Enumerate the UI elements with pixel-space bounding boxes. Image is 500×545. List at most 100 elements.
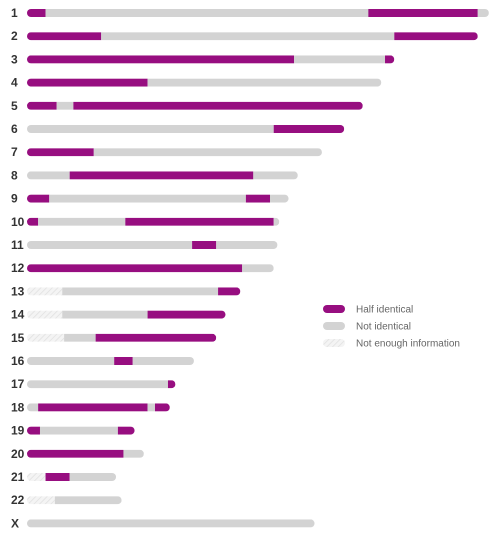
segment-not-identical <box>64 333 96 342</box>
segment-half-identical <box>125 217 274 226</box>
legend-swatch <box>323 322 345 330</box>
segment-not-enough-information <box>27 333 65 342</box>
chromosome-row-2: 2 <box>11 29 478 43</box>
chromosome-bar <box>27 217 280 226</box>
chromosome-bar <box>27 148 322 157</box>
chromosome-row-12: 12 <box>11 261 274 275</box>
chromosome-label: 4 <box>11 76 18 90</box>
chromosome-row-21: 21 <box>11 470 117 484</box>
segment-half-identical <box>69 171 254 180</box>
chromosome-label: 2 <box>11 29 18 43</box>
segment-half-identical <box>27 217 39 226</box>
chromosome-label: 9 <box>11 192 18 206</box>
chromosome-bar <box>27 310 226 319</box>
legend-label: Not enough information <box>356 339 460 350</box>
segment-not-identical <box>123 449 144 458</box>
chromosome-bar <box>27 357 194 365</box>
segment-not-identical <box>216 241 278 249</box>
segment-half-identical <box>154 403 170 412</box>
segment-half-identical <box>45 473 70 481</box>
segment-half-identical <box>27 264 243 273</box>
chromosome-row-11: 11 <box>11 238 278 252</box>
chromosome-bar <box>27 264 274 273</box>
segment-half-identical <box>192 241 217 249</box>
chromosome-row-9: 9 <box>11 192 289 206</box>
chromosome-bar <box>27 380 176 389</box>
segment-not-identical <box>477 9 489 17</box>
chromosome-bar <box>27 473 117 481</box>
chromosome-label: 5 <box>11 99 18 113</box>
segment-not-enough-information <box>27 310 63 319</box>
segment-half-identical <box>38 403 148 412</box>
segment-not-identical <box>147 78 382 87</box>
chromosome-bar <box>27 333 217 342</box>
chromosome-row-20: 20 <box>11 447 144 461</box>
chromosome-label: 3 <box>11 52 18 66</box>
chromosome-bar <box>27 32 478 41</box>
segment-not-enough-information <box>27 473 46 481</box>
segment-not-identical <box>56 101 74 110</box>
segment-not-identical <box>27 241 193 249</box>
segment-not-identical <box>27 171 70 180</box>
segment-half-identical <box>27 78 148 87</box>
legend-item-not-identical: Not identical <box>323 322 411 333</box>
segment-not-identical <box>38 217 126 226</box>
segment-not-identical <box>101 32 395 41</box>
segment-half-identical <box>73 101 363 110</box>
segment-half-identical <box>114 357 133 365</box>
chromosome-row-6: 6 <box>11 122 345 136</box>
chromosome-row-5: 5 <box>11 99 363 113</box>
chromosome-label: 20 <box>11 447 25 461</box>
segment-half-identical <box>167 380 176 389</box>
segment-not-enough-information <box>27 287 63 296</box>
chromosome-bar <box>27 241 278 249</box>
segment-not-identical <box>132 357 194 365</box>
chromosome-label: 6 <box>11 122 18 136</box>
chromosome-label: 15 <box>11 331 25 345</box>
segment-not-enough-information <box>27 496 55 505</box>
chromosome-bar <box>27 426 135 435</box>
segment-half-identical <box>27 148 94 157</box>
segment-not-identical <box>27 519 315 528</box>
segment-half-identical <box>27 194 50 203</box>
chromosome-label: 11 <box>11 238 24 252</box>
chromosome-label: 19 <box>11 424 25 438</box>
legend-item-half-identical: Half identical <box>323 305 413 316</box>
segment-not-identical <box>62 310 148 319</box>
segment-not-identical <box>273 217 280 226</box>
chromosome-row-14: 14 <box>11 308 226 322</box>
chromosome-row-7: 7 <box>11 145 322 159</box>
chromosome-row-13: 13 <box>11 284 241 298</box>
chromosome-row-17: 17 <box>11 377 176 391</box>
chromosome-label: 7 <box>11 145 18 159</box>
legend-swatch <box>323 305 345 313</box>
segment-not-identical <box>27 357 115 365</box>
segment-half-identical <box>117 426 135 435</box>
segment-not-identical <box>242 264 274 273</box>
chromosome-label: 16 <box>11 354 25 368</box>
chromosome-bar <box>27 9 489 17</box>
segment-half-identical <box>95 333 217 342</box>
chromosome-bar <box>27 101 363 110</box>
segment-half-identical <box>27 9 46 17</box>
segment-half-identical <box>273 125 345 133</box>
chromosome-row-10: 10 <box>11 215 280 229</box>
segment-half-identical <box>147 310 226 319</box>
segment-not-identical <box>62 287 219 296</box>
chromosome-row-19: 19 <box>11 424 135 438</box>
chromosome-bar <box>27 403 170 412</box>
segment-not-identical <box>54 496 122 505</box>
legend-swatch <box>323 339 345 347</box>
segment-not-identical <box>27 403 39 412</box>
segment-half-identical <box>27 101 57 110</box>
segment-half-identical <box>27 426 40 435</box>
chromosome-label: 8 <box>11 168 18 182</box>
segment-not-identical <box>270 194 289 203</box>
legend: Half identical Not identical Not enough in… <box>323 305 460 350</box>
chromosome-row-18: 18 <box>11 400 170 414</box>
chromosome-label: 10 <box>11 215 25 229</box>
chromosome-bar <box>27 125 345 133</box>
chromosome-bar <box>27 78 382 87</box>
segment-not-identical <box>27 380 168 389</box>
